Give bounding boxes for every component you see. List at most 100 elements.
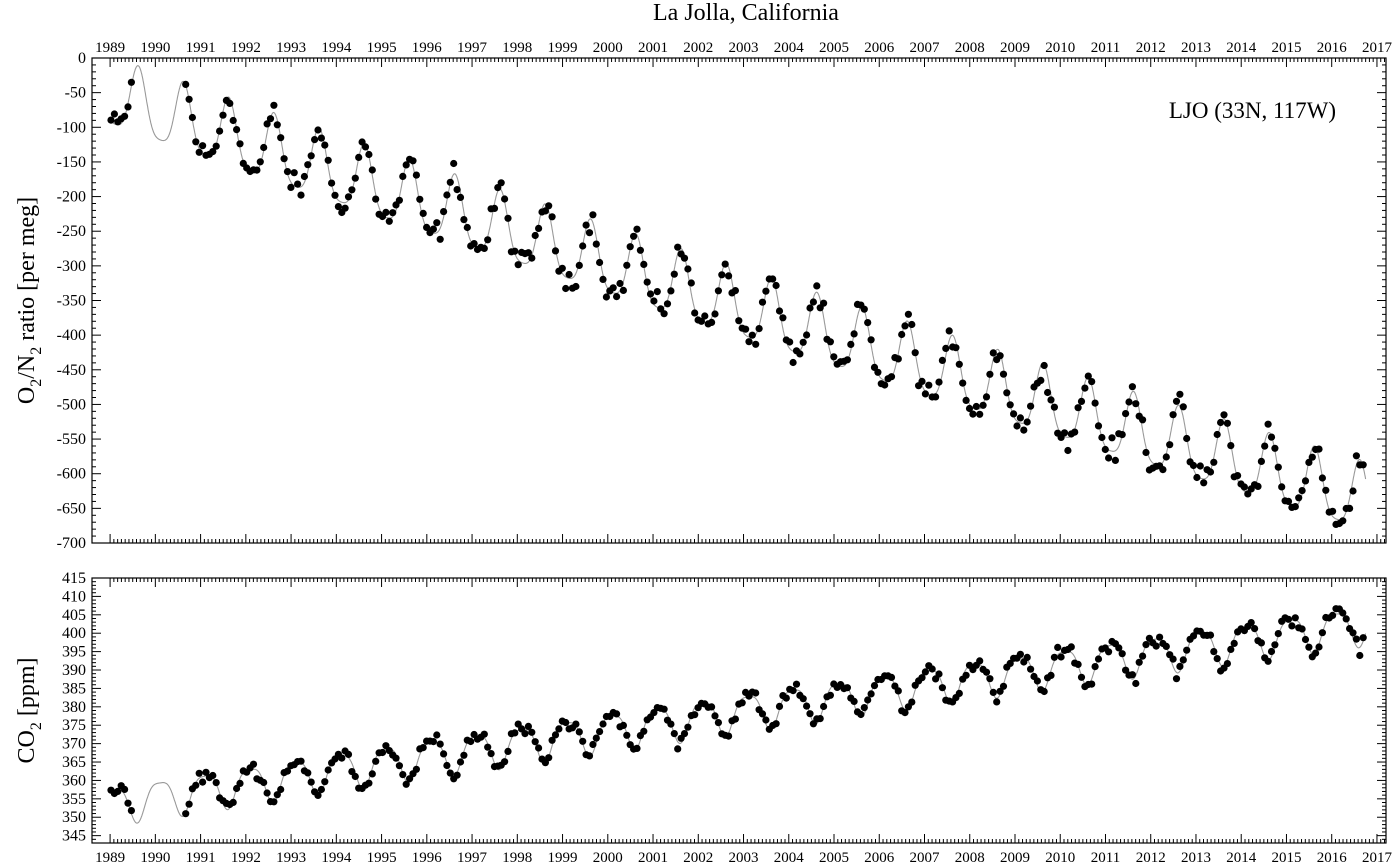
data-point [633,744,641,753]
data-point [731,715,740,723]
data-point [514,261,522,269]
data-point [1183,646,1191,654]
data-point [894,687,902,695]
data-point [511,729,519,737]
data-point [233,126,241,134]
data-point [1352,452,1360,460]
data-point [1301,477,1310,485]
data-point [1257,457,1265,465]
data-point [277,134,285,142]
y-tick-label: -100 [57,119,86,136]
data-point [738,699,746,707]
data-point [263,789,271,797]
data-point [1356,651,1364,660]
data-point [1315,643,1323,651]
data-point [847,340,855,348]
data-point [307,152,315,160]
data-point [273,121,281,129]
data-point [986,370,994,378]
data-point [270,101,278,109]
data-point [382,208,390,216]
data-point [602,293,611,301]
data-point [813,282,821,290]
data-point [1234,472,1242,480]
data-point [1305,458,1313,466]
x-tick-label: 2017 [1362,40,1393,56]
x-tick-label: 2006 [864,850,895,866]
data-point [1013,422,1021,430]
data-point [423,223,431,231]
y-tick-label: 390 [62,662,86,679]
data-point [901,709,909,717]
y-tick-label: -700 [57,535,86,552]
data-point [548,213,556,221]
data-point [1183,434,1191,443]
data-point [399,172,407,180]
data-point [1105,648,1113,656]
data-point [575,728,583,736]
data-point [1152,642,1160,650]
data-point [456,758,465,766]
data-point [436,235,444,243]
data-point [562,718,570,727]
data-point [1206,631,1215,639]
data-point [962,396,970,404]
y-tick-label: -200 [57,189,86,206]
data-point [555,725,563,733]
data-point [660,310,668,318]
data-point [725,272,733,280]
data-point [769,275,777,283]
y-tick-label: -450 [57,362,86,379]
data-point [341,204,349,212]
data-point [1251,625,1259,633]
data-point [321,141,329,149]
data-point [596,258,604,267]
data-point [1020,426,1028,434]
data-point [972,402,980,411]
data-point [321,778,329,786]
data-point [850,697,858,706]
x-tick-label: 1989 [95,40,125,56]
data-point [935,670,943,678]
data-point [446,769,454,777]
data-point [314,126,322,134]
data-point [874,368,882,376]
bottom-year-labels: 1989 1990 1991 1992 1993 1994 1995 1996 1997 1998… [95,850,1392,866]
x-tick-label: 1992 [231,40,261,56]
data-point [307,778,315,786]
data-point [1044,388,1052,397]
data-point [646,290,655,298]
data-point [867,336,875,344]
data-point [1142,448,1150,457]
data-point [124,799,132,807]
y-tick-label: 375 [62,717,86,734]
data-point [1077,673,1086,681]
data-point [551,731,560,739]
data-point [714,719,723,727]
data-point [982,393,991,401]
data-point [385,217,393,225]
data-point [1301,635,1310,644]
data-point [1315,445,1323,453]
data-point [1278,483,1286,491]
o2-n2-y-tick-labels: 0 -50 -100 -150 -200 -250 -300 -350 -400 -450 -500… [57,50,86,552]
data-point [843,684,852,692]
data-point [480,244,488,252]
data-point [925,381,933,389]
data-point [389,209,397,217]
x-tick-label: 2003 [729,850,759,866]
o2-n2-ylabel-main: O [14,387,40,404]
data-point [1132,400,1140,408]
data-point [725,732,733,740]
data-point [1295,494,1303,502]
data-point [446,178,454,186]
data-point [881,381,889,389]
data-point [799,338,807,346]
data-point [775,307,784,315]
x-tick-label: 2004 [774,850,805,866]
data-point [317,785,325,794]
data-point [1217,418,1225,427]
data-point [789,687,797,695]
x-tick-label: 2013 [1181,40,1211,56]
data-point [453,771,461,779]
